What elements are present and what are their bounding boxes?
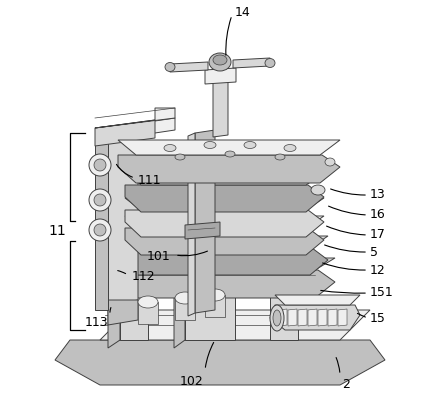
- Polygon shape: [205, 68, 236, 84]
- Text: 111: 111: [138, 174, 162, 186]
- Polygon shape: [270, 305, 360, 330]
- Ellipse shape: [204, 142, 216, 148]
- Polygon shape: [125, 216, 324, 228]
- Polygon shape: [118, 140, 340, 155]
- Polygon shape: [55, 340, 385, 385]
- Polygon shape: [108, 280, 120, 348]
- Text: 13: 13: [370, 188, 386, 201]
- Polygon shape: [108, 135, 138, 305]
- Polygon shape: [125, 173, 324, 185]
- Text: 15: 15: [370, 312, 386, 324]
- Text: 151: 151: [370, 286, 394, 300]
- Polygon shape: [195, 130, 215, 313]
- Ellipse shape: [175, 292, 195, 304]
- Polygon shape: [175, 298, 195, 320]
- Polygon shape: [108, 300, 138, 325]
- Ellipse shape: [94, 159, 106, 171]
- Text: 14: 14: [235, 6, 251, 18]
- Polygon shape: [118, 270, 335, 298]
- Text: 102: 102: [180, 375, 204, 388]
- Polygon shape: [125, 210, 324, 237]
- Ellipse shape: [165, 63, 175, 71]
- Text: 17: 17: [370, 227, 386, 241]
- Text: 101: 101: [146, 249, 170, 263]
- Polygon shape: [125, 185, 324, 212]
- Ellipse shape: [311, 185, 325, 195]
- Ellipse shape: [175, 154, 185, 160]
- Polygon shape: [95, 108, 175, 128]
- Ellipse shape: [89, 189, 111, 211]
- Text: 12: 12: [370, 263, 386, 277]
- Polygon shape: [118, 258, 335, 270]
- Ellipse shape: [325, 158, 335, 166]
- Polygon shape: [185, 290, 235, 340]
- Polygon shape: [318, 309, 327, 326]
- Polygon shape: [288, 309, 297, 326]
- Ellipse shape: [225, 151, 235, 157]
- Polygon shape: [120, 280, 148, 340]
- Ellipse shape: [209, 53, 231, 71]
- Polygon shape: [188, 133, 195, 316]
- Polygon shape: [233, 58, 270, 68]
- Polygon shape: [100, 310, 370, 340]
- Text: 2: 2: [342, 378, 350, 391]
- Ellipse shape: [284, 144, 296, 152]
- Polygon shape: [270, 275, 298, 340]
- Ellipse shape: [94, 224, 106, 236]
- Polygon shape: [125, 228, 324, 255]
- Ellipse shape: [94, 194, 106, 206]
- Text: 5: 5: [370, 245, 378, 259]
- Polygon shape: [328, 309, 337, 326]
- Text: 11: 11: [48, 224, 66, 238]
- Polygon shape: [170, 62, 208, 72]
- Ellipse shape: [275, 154, 285, 160]
- Polygon shape: [185, 222, 220, 239]
- Polygon shape: [118, 155, 340, 183]
- Ellipse shape: [89, 154, 111, 176]
- Text: 113: 113: [85, 316, 109, 328]
- Polygon shape: [278, 309, 287, 326]
- Ellipse shape: [138, 296, 158, 308]
- Polygon shape: [298, 309, 307, 326]
- Polygon shape: [95, 128, 108, 310]
- Polygon shape: [205, 295, 225, 317]
- Polygon shape: [308, 309, 317, 326]
- Polygon shape: [122, 236, 328, 248]
- Polygon shape: [338, 309, 347, 326]
- Text: 112: 112: [132, 269, 155, 282]
- Polygon shape: [108, 118, 175, 140]
- Ellipse shape: [270, 305, 284, 331]
- Polygon shape: [125, 198, 324, 210]
- Polygon shape: [95, 120, 155, 146]
- Ellipse shape: [265, 59, 275, 67]
- Polygon shape: [213, 78, 228, 137]
- Ellipse shape: [213, 55, 227, 65]
- Polygon shape: [174, 290, 185, 348]
- Ellipse shape: [205, 289, 225, 301]
- Ellipse shape: [164, 144, 176, 152]
- Polygon shape: [138, 302, 158, 324]
- Ellipse shape: [89, 219, 111, 241]
- Ellipse shape: [244, 142, 256, 148]
- Ellipse shape: [273, 310, 281, 326]
- Text: 16: 16: [370, 209, 386, 221]
- Polygon shape: [275, 295, 360, 305]
- Polygon shape: [122, 248, 328, 275]
